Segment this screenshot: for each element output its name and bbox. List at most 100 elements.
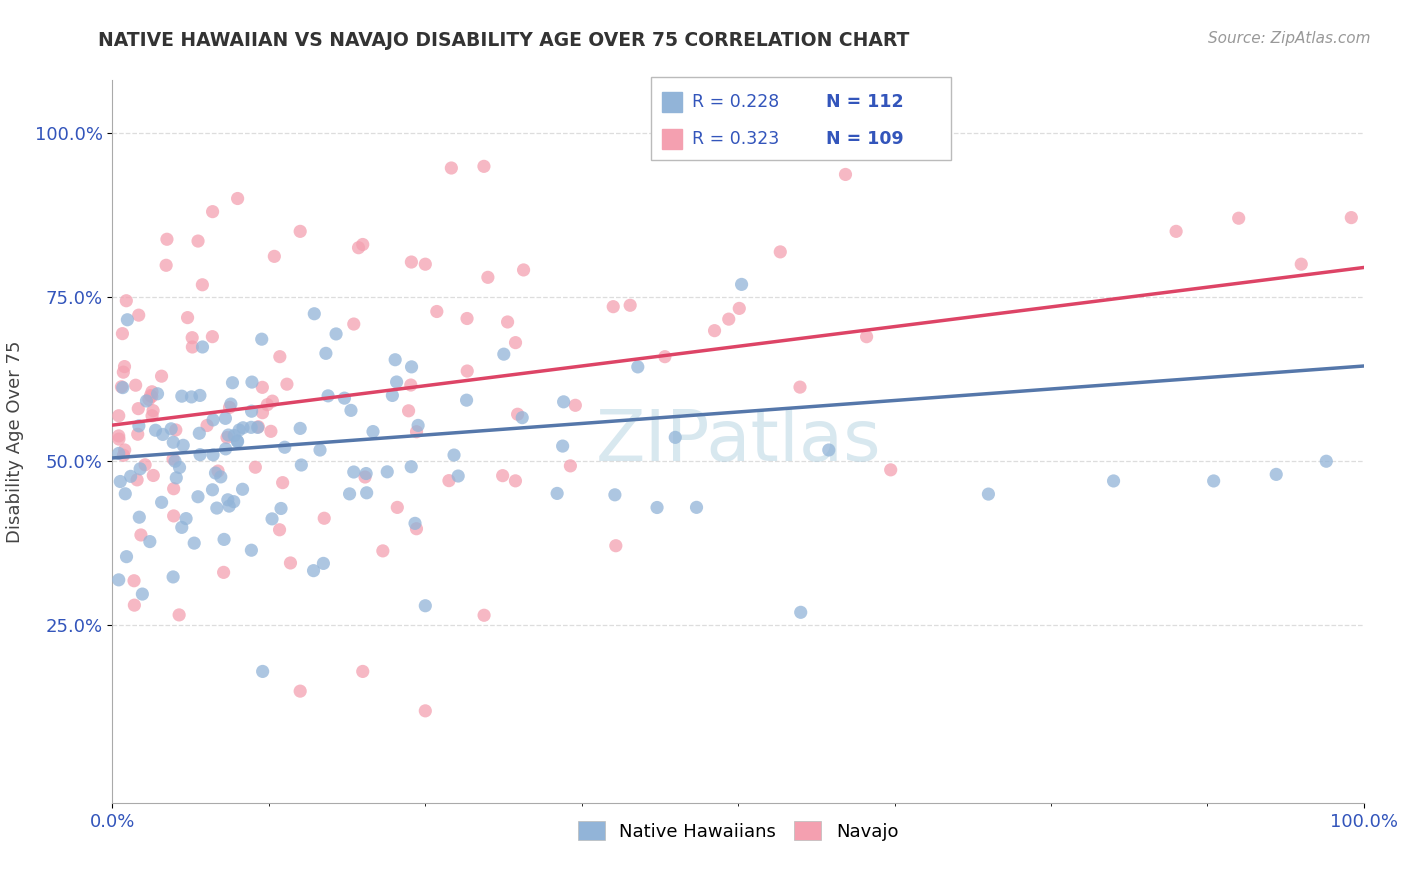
- Point: [135, 393, 157, 408]
- Point: [218, 401, 240, 415]
- Point: [207, 464, 229, 478]
- Point: [170, 520, 193, 534]
- Point: [165, 423, 187, 437]
- Point: [240, 375, 263, 389]
- Point: [789, 380, 811, 394]
- Point: [443, 448, 465, 462]
- Point: [252, 406, 274, 420]
- Point: [405, 522, 427, 536]
- Point: [246, 420, 269, 434]
- Text: N = 112: N = 112: [825, 93, 904, 111]
- Point: [141, 409, 163, 423]
- Point: [127, 427, 149, 442]
- Point: [240, 420, 263, 434]
- Point: [111, 326, 134, 341]
- Point: [219, 397, 242, 411]
- Point: [492, 468, 515, 483]
- Point: [352, 237, 374, 252]
- Point: [188, 426, 211, 441]
- Point: [145, 423, 167, 437]
- Point: [855, 329, 877, 343]
- Point: [1291, 257, 1313, 271]
- Point: [202, 448, 225, 462]
- Point: [619, 298, 641, 312]
- Point: [217, 428, 239, 442]
- Point: [169, 460, 191, 475]
- Point: [347, 241, 370, 255]
- Point: [160, 422, 183, 436]
- Point: [232, 421, 254, 435]
- Point: [354, 470, 377, 484]
- Point: [215, 430, 238, 444]
- Point: [506, 407, 529, 421]
- Point: [129, 528, 152, 542]
- Point: [252, 380, 274, 394]
- Point: [141, 384, 163, 399]
- Point: [110, 475, 132, 489]
- Point: [240, 543, 263, 558]
- Point: [447, 469, 470, 483]
- Point: [170, 389, 193, 403]
- Point: [262, 394, 284, 409]
- Point: [456, 393, 478, 408]
- Point: [120, 469, 142, 483]
- Point: [564, 398, 586, 412]
- Point: [260, 512, 283, 526]
- Point: [387, 500, 409, 515]
- Point: [129, 462, 152, 476]
- Point: [404, 516, 426, 531]
- Point: [111, 381, 134, 395]
- Point: [187, 234, 209, 248]
- Point: [728, 301, 751, 316]
- Point: [112, 448, 135, 462]
- Point: [141, 389, 163, 403]
- Point: [399, 459, 422, 474]
- Point: [162, 452, 184, 467]
- Point: [1227, 211, 1250, 226]
- Point: [263, 249, 285, 263]
- Point: [717, 312, 740, 326]
- Point: [401, 255, 423, 269]
- Point: [127, 401, 149, 416]
- Point: [730, 277, 752, 292]
- Legend: Native Hawaiians, Navajo: Native Hawaiians, Navajo: [571, 814, 905, 848]
- Point: [492, 347, 515, 361]
- Point: [112, 365, 135, 379]
- Point: [232, 483, 254, 497]
- Point: [165, 471, 187, 485]
- Point: [127, 473, 149, 487]
- Point: [107, 573, 129, 587]
- Point: [1102, 474, 1125, 488]
- Point: [191, 340, 214, 354]
- FancyBboxPatch shape: [651, 77, 950, 160]
- Point: [1164, 224, 1187, 238]
- Point: [456, 311, 478, 326]
- Point: [181, 340, 204, 354]
- Point: [1315, 454, 1337, 468]
- Point: [510, 410, 533, 425]
- Point: [426, 304, 449, 318]
- Point: [381, 388, 404, 402]
- Point: [1202, 474, 1225, 488]
- Point: [163, 508, 186, 523]
- Point: [280, 556, 302, 570]
- Point: [269, 350, 291, 364]
- Point: [269, 523, 291, 537]
- Point: [228, 423, 250, 437]
- Point: [240, 404, 263, 418]
- Point: [152, 427, 174, 442]
- Point: [163, 482, 186, 496]
- Point: [142, 468, 165, 483]
- Point: [250, 332, 273, 346]
- Point: [222, 494, 245, 508]
- Point: [496, 315, 519, 329]
- Point: [879, 463, 901, 477]
- Point: [191, 277, 214, 292]
- Point: [176, 310, 198, 325]
- Point: [333, 391, 356, 405]
- Point: [398, 404, 420, 418]
- Point: [260, 425, 283, 439]
- Text: NATIVE HAWAIIAN VS NAVAJO DISABILITY AGE OVER 75 CORRELATION CHART: NATIVE HAWAIIAN VS NAVAJO DISABILITY AGE…: [98, 31, 910, 50]
- Point: [142, 403, 165, 417]
- Point: [108, 432, 131, 446]
